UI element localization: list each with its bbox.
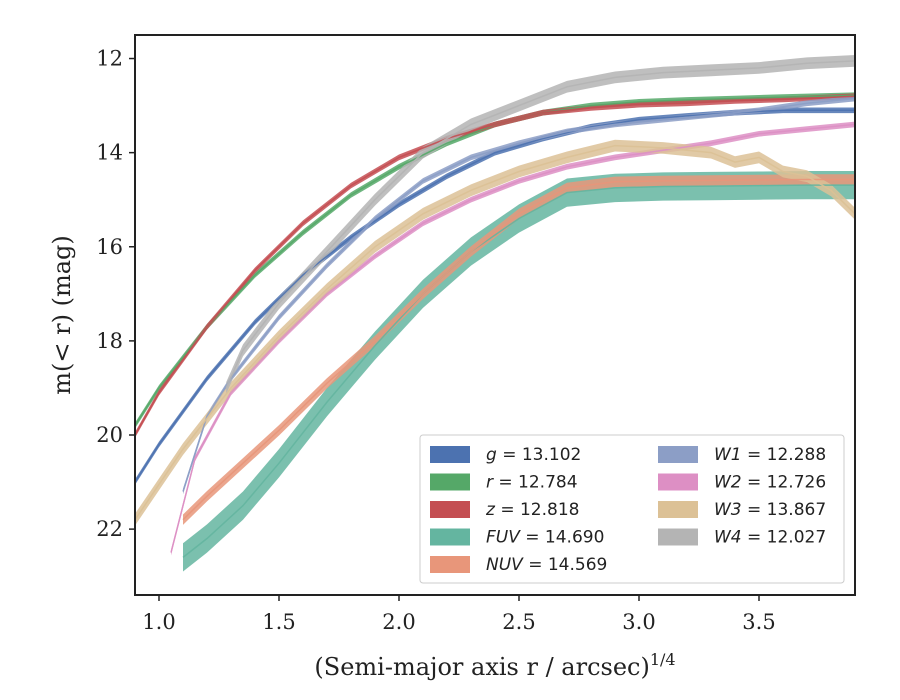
legend-swatch-z (430, 501, 470, 518)
x-tick-label: 3.5 (742, 610, 775, 634)
series-line-w1 (182, 97, 855, 492)
legend-band-total: = 13.102 (497, 445, 582, 465)
legend-swatch-w1 (658, 446, 698, 463)
legend-swatch-nuv (430, 556, 470, 573)
legend-band-total: = 12.027 (742, 528, 827, 548)
x-tick-label: 2.0 (382, 610, 415, 634)
plot-frame (134, 34, 856, 596)
y-tick-label: 22 (96, 517, 123, 541)
legend-entry-fuv: FUV = 14.690 (486, 528, 604, 548)
legend-swatch-fuv (430, 528, 470, 546)
legend-swatch-r (430, 473, 470, 491)
legend-entry-g: g = 13.102 (486, 445, 581, 465)
legend-swatch-w2 (658, 473, 698, 491)
series-line-z (135, 95, 855, 436)
legend-band-name: FUV (486, 528, 521, 548)
series-line-fuv (182, 184, 855, 558)
legend-band-total: = 12.726 (742, 473, 827, 493)
legend-entry-w1: W1 = 12.288 (714, 445, 826, 465)
y-tick-label: 20 (96, 423, 123, 447)
legend-band-name: g (486, 445, 497, 465)
series-line-w3 (135, 144, 855, 521)
legend-entry-r: r = 12.784 (486, 473, 578, 493)
legend-band-total: = 14.569 (523, 555, 608, 575)
series-line-w2 (170, 123, 855, 553)
x-axis-label: (Semi-major axis r / arcsec)1/4 (314, 650, 675, 681)
legend-entry-w2: W2 = 12.726 (714, 473, 826, 493)
legend-swatch-g (430, 446, 470, 463)
x-tick-label: 2.5 (502, 610, 535, 634)
legend-band-name: NUV (486, 555, 524, 575)
series-line-w4 (225, 60, 855, 389)
x-tick-label: 1.0 (142, 610, 175, 634)
series-band-w3 (135, 139, 855, 526)
legend-band-name: W1 (714, 445, 742, 465)
x-tick-label: 1.5 (262, 610, 295, 634)
legend-band-total: = 13.867 (742, 500, 827, 520)
legend-band-name: W3 (714, 500, 742, 520)
series-line-r (135, 94, 855, 427)
series-line-nuv (182, 178, 855, 521)
y-tick-label: 18 (96, 329, 123, 353)
y-tick-label: 16 (96, 235, 123, 259)
legend-band-total: = 12.818 (495, 500, 580, 520)
legend-band-total: = 12.288 (742, 445, 827, 465)
x-axis-ticks: 1.0 1.5 2.0 2.5 3.0 3.5 (142, 595, 776, 634)
legend-band-name: W2 (714, 473, 742, 493)
series-lines (135, 60, 855, 558)
legend-band-name: z (485, 500, 496, 520)
series-band-g (135, 107, 855, 485)
x-tick-label: 3.0 (622, 610, 655, 634)
legend-box (419, 434, 845, 584)
legend-entry-z: z = 12.818 (485, 500, 579, 520)
y-tick-label: 14 (96, 141, 123, 165)
y-axis-label: m(< r) (mag) (48, 235, 76, 394)
legend-swatch-w3 (658, 501, 698, 518)
legend-band-name: r (486, 473, 494, 493)
legend-band-total: = 12.784 (493, 473, 578, 493)
legend-entry-nuv: NUV = 14.569 (486, 555, 607, 575)
x-axis-label-exponent: 1/4 (650, 650, 676, 669)
legend-swatch-w4 (658, 528, 698, 546)
legend-band-name: W4 (714, 528, 742, 548)
y-tick-label: 12 (96, 47, 123, 71)
y-axis-ticks: 12 14 16 18 20 22 (96, 47, 135, 541)
legend-band-total: = 14.690 (520, 528, 605, 548)
legend-entry-w3: W3 = 13.867 (714, 500, 826, 520)
legend-entry-w4: W4 = 12.027 (714, 528, 826, 548)
